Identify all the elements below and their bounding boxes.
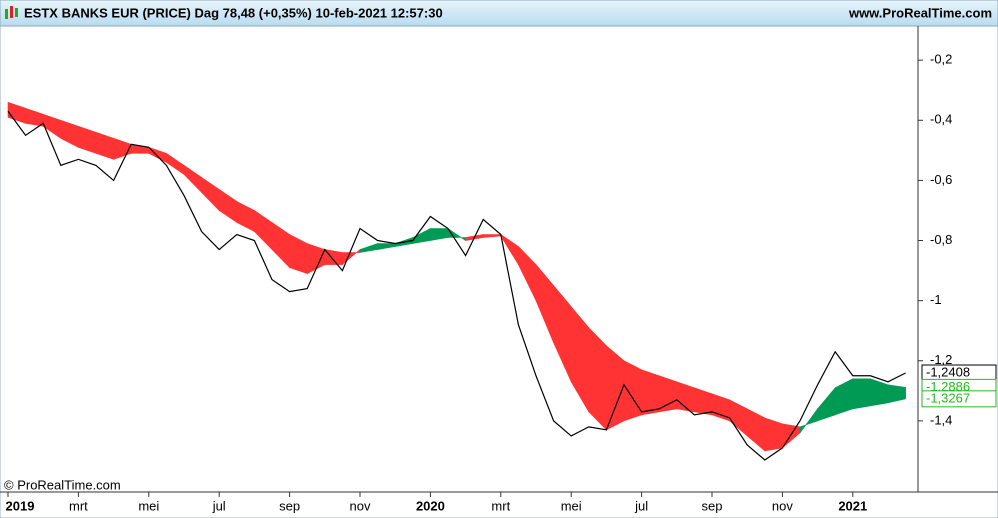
y-tick-label: -0,8 [930,232,952,247]
band-segment [588,326,607,431]
x-tick-label: mrt [69,498,88,513]
band-segment [606,345,625,431]
x-tick-label: 2019 [6,498,35,513]
x-tick-label: sep [279,498,300,513]
x-tick-label: mei [138,498,159,513]
x-tick-label: jul [634,498,648,513]
y-tick-label: -1 [930,292,942,307]
x-tick-label: nov [772,498,793,513]
band-segment [764,417,783,452]
x-tick-label: sep [702,498,723,513]
y-tick-label: -1,2 [930,352,952,367]
price-line [7,110,906,461]
last-value-label: -1,3267 [926,390,970,405]
y-tick-label: -0,4 [930,112,952,127]
last-value-box [921,390,997,408]
band-segment [641,369,660,416]
band-segment [887,384,906,404]
x-tick-label: nov [350,498,371,513]
y-tick-label: -0,6 [930,172,952,187]
last-value-label: -1,2886 [926,379,970,394]
x-tick-label: 2021 [838,498,867,513]
band-segment [623,360,642,422]
watermark: © ProRealTime.com [4,477,121,492]
x-tick-label: jul [212,498,226,513]
header-title: ESTX BANKS EUR (PRICE) Dag 78,48 (+0,35%… [24,5,443,20]
logo-icon [5,6,18,19]
y-tick-label: -0,2 [930,52,952,67]
band-segment [658,375,678,413]
x-tick-label: mei [561,498,582,513]
y-tick-label: -1,4 [930,412,952,427]
header-bar [0,0,998,27]
x-tick-label: mrt [491,498,510,513]
header-site[interactable]: www.ProRealTime.com [848,5,992,20]
band-segment [852,378,871,410]
x-tick-label: 2020 [416,498,445,513]
last-value-label: -1,2408 [926,364,970,379]
